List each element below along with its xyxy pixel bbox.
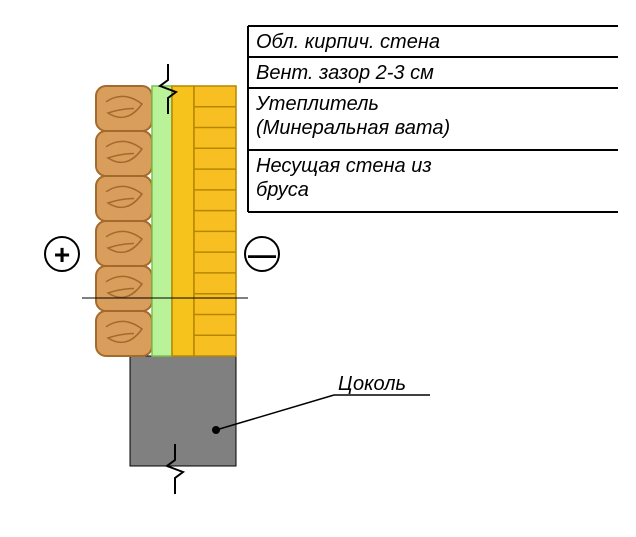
- brick-layer: [194, 86, 236, 356]
- legend-label: Вент. зазор 2-3 см: [256, 62, 434, 84]
- leader-dot: [212, 426, 220, 434]
- plinth-label: Цоколь: [338, 373, 406, 395]
- vent-gap: [152, 86, 172, 356]
- legend-label: Утеплитель(Минеральная вата): [255, 93, 450, 139]
- insulation-layer: [172, 86, 194, 356]
- legend-label: Несущая стена избруса: [256, 155, 432, 201]
- legend-label: Обл. кирпич. стена: [256, 31, 440, 53]
- plus-symbol-text: +: [54, 239, 70, 270]
- plinth-block: [130, 356, 236, 466]
- minus-symbol-text: —: [248, 239, 276, 270]
